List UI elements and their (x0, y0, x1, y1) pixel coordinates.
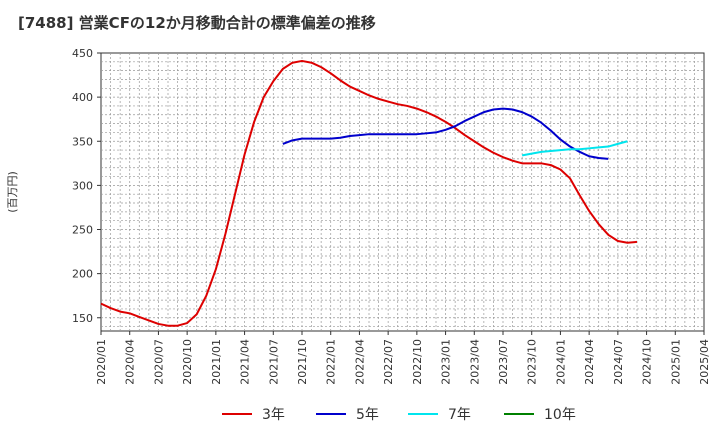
x-tick-label: 2021/10 (296, 339, 309, 385)
x-tick-label: 2024/07 (612, 339, 625, 385)
x-tick-label: 2022/10 (411, 339, 424, 385)
chart-title: [7488] 営業CFの12か月移動合計の標準偏差の推移 (18, 14, 376, 32)
y-tick-label: 200 (72, 268, 93, 281)
legend-label: 5年 (356, 407, 379, 423)
x-tick-label: 2021/07 (267, 339, 280, 385)
legend-label: 3年 (262, 407, 285, 423)
x-tick-label: 2023/04 (468, 339, 481, 385)
y-tick-label: 400 (72, 91, 93, 104)
x-tick-label: 2020/04 (124, 339, 137, 385)
y-tick-label: 150 (72, 312, 93, 325)
y-tick-label: 300 (72, 179, 93, 192)
x-tick-label: 2024/01 (554, 339, 567, 385)
legend-label: 10年 (544, 407, 576, 423)
x-tick-label: 2024/10 (641, 339, 654, 385)
axis-layer: 150 200 250 300 350 400 450 (百万円) 2020/01 2020/04… (6, 47, 711, 385)
y-tick-label: 350 (72, 135, 93, 148)
grid-layer (100, 52, 705, 332)
x-tick-label: 2021/04 (239, 339, 252, 385)
x-tick-label: 2020/10 (181, 339, 194, 385)
x-tick-label: 2022/04 (353, 339, 366, 385)
x-tick-label: 2020/01 (95, 339, 108, 385)
legend-label: 7年 (448, 407, 471, 423)
x-tick-label: 2023/07 (497, 339, 510, 385)
y-axis-label: (百万円) (6, 171, 19, 213)
x-tick-label: 2022/07 (382, 339, 395, 385)
y-tick-label: 250 (72, 224, 93, 237)
x-tick-label: 2023/10 (526, 339, 539, 385)
x-tick-label: 2020/07 (152, 339, 165, 385)
plot-area (100, 52, 705, 332)
x-tick-label: 2021/01 (210, 339, 223, 385)
legend: 3年 5年 7年 10年 (222, 407, 576, 423)
x-tick-label: 2024/04 (583, 339, 596, 385)
y-tick-label: 450 (72, 47, 93, 60)
x-tick-label: 2025/04 (698, 339, 711, 385)
series-line-2 (282, 107, 609, 160)
series-layer (100, 59, 638, 327)
series-line-1 (100, 59, 638, 327)
x-tick-label: 2023/01 (440, 339, 453, 385)
series-line-3 (521, 140, 628, 157)
x-tick-label: 2022/01 (325, 339, 338, 385)
x-tick-label: 2025/01 (669, 339, 682, 385)
